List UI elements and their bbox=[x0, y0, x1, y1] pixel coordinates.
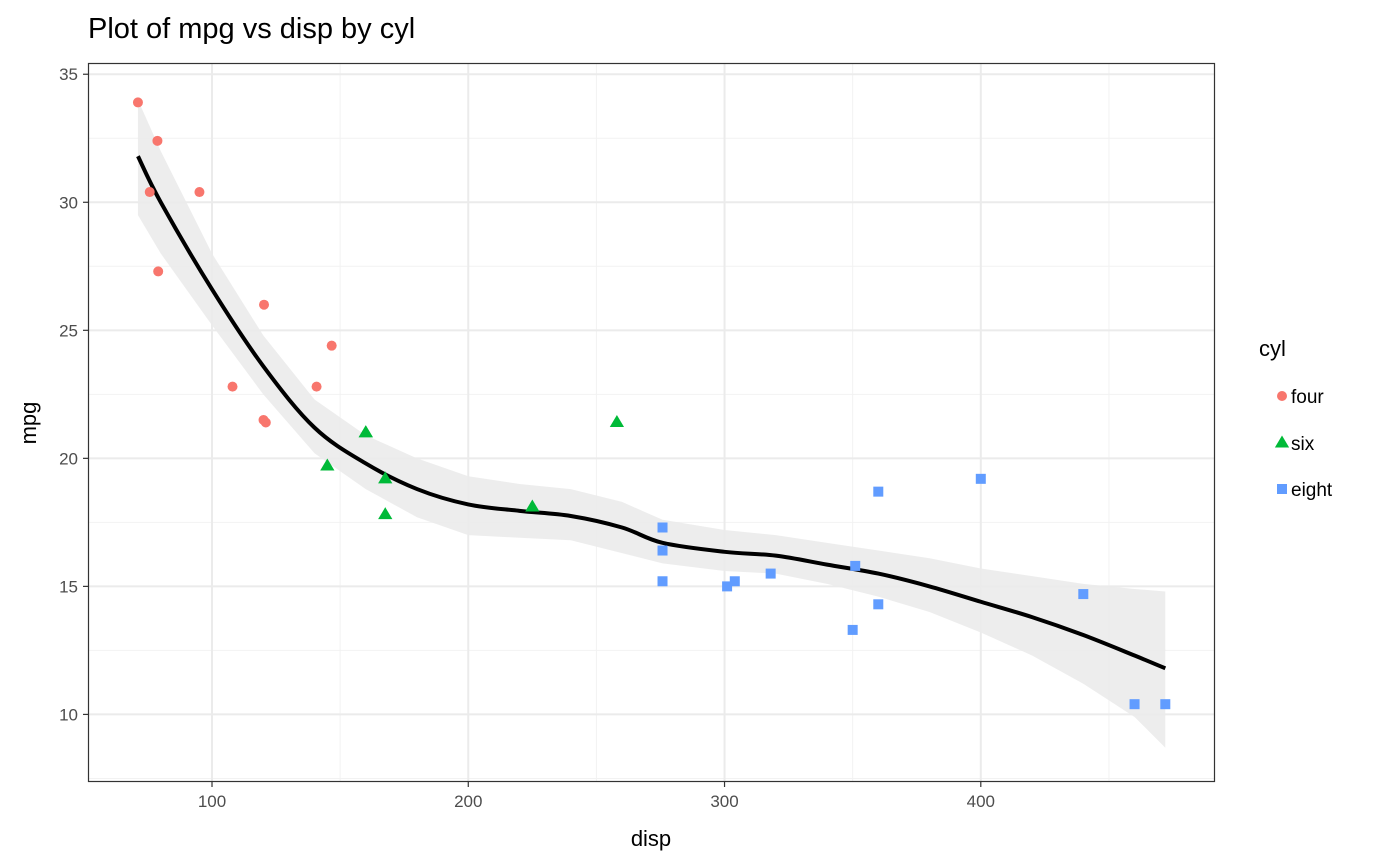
point-eight bbox=[657, 545, 668, 556]
point-six bbox=[378, 471, 393, 484]
legend-key-four bbox=[1277, 391, 1287, 401]
x-tick-label: 400 bbox=[967, 792, 995, 811]
major-gridlines bbox=[89, 64, 1214, 781]
point-eight bbox=[847, 624, 858, 635]
legend-label-six: six bbox=[1291, 434, 1315, 455]
y-tick-label: 35 bbox=[59, 65, 78, 84]
y-tick-label: 10 bbox=[59, 705, 78, 724]
y-axis-title: mpg bbox=[16, 402, 41, 445]
point-eight bbox=[975, 473, 986, 484]
point-eight bbox=[729, 576, 740, 587]
point-six bbox=[320, 458, 335, 471]
point-eight bbox=[850, 560, 861, 571]
point-four bbox=[144, 187, 155, 198]
x-axis-title: disp bbox=[631, 826, 671, 851]
x-tick-label: 200 bbox=[454, 792, 482, 811]
legend-keys bbox=[1274, 391, 1290, 494]
legend-key-six bbox=[1274, 435, 1290, 448]
point-six bbox=[358, 425, 373, 438]
point-eight bbox=[873, 486, 884, 497]
confidence-band-area bbox=[137, 99, 1166, 748]
y-tick-label: 15 bbox=[59, 577, 78, 596]
point-eight bbox=[1129, 699, 1140, 710]
point-eight bbox=[1078, 589, 1089, 600]
legend-label-eight: eight bbox=[1291, 480, 1333, 501]
point-four bbox=[326, 340, 337, 351]
minor-gridlines bbox=[89, 64, 1214, 781]
data-points bbox=[132, 97, 1171, 710]
point-eight bbox=[873, 599, 884, 610]
point-four bbox=[153, 266, 164, 277]
point-eight bbox=[722, 581, 733, 592]
legend-label-four: four bbox=[1291, 387, 1324, 408]
x-tick-label: 100 bbox=[198, 792, 226, 811]
y-axis: 10 15 20 25 30 35 bbox=[59, 65, 89, 724]
point-eight bbox=[657, 576, 668, 587]
loess-smooth-line bbox=[136, 155, 1167, 671]
point-four bbox=[260, 417, 271, 428]
point-four bbox=[311, 381, 322, 392]
legend-key-eight bbox=[1277, 484, 1287, 494]
y-tick-label: 20 bbox=[59, 449, 78, 468]
point-six bbox=[378, 507, 393, 520]
point-four bbox=[152, 135, 163, 146]
panel-border bbox=[87, 62, 1216, 783]
x-tick-label: 300 bbox=[710, 792, 738, 811]
point-four bbox=[227, 381, 238, 392]
point-four bbox=[132, 97, 143, 108]
point-four bbox=[259, 299, 270, 310]
legend: cyl four six eight bbox=[1259, 336, 1333, 501]
point-six bbox=[609, 415, 625, 427]
point-six bbox=[525, 499, 540, 512]
legend-title: cyl bbox=[1259, 336, 1286, 361]
y-tick-label: 30 bbox=[59, 193, 78, 212]
point-eight bbox=[765, 568, 776, 579]
smooth-line bbox=[136, 155, 1167, 671]
plot-title: Plot of mpg vs disp by cyl bbox=[88, 13, 415, 45]
point-eight bbox=[1160, 699, 1171, 710]
confidence-band bbox=[137, 99, 1166, 748]
point-four bbox=[194, 187, 205, 198]
x-axis: 100 200 300 400 bbox=[198, 781, 995, 811]
y-tick-label: 25 bbox=[59, 321, 78, 340]
point-eight bbox=[657, 522, 668, 533]
